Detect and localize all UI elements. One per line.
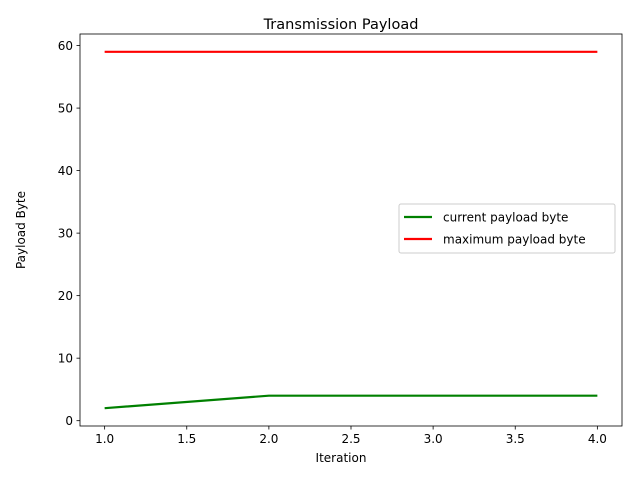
y-tick-label: 20 bbox=[58, 289, 73, 303]
legend-box bbox=[398, 203, 616, 254]
y-axis-ticks: 0 10 20 30 40 50 60 bbox=[58, 39, 80, 428]
y-tick-label: 30 bbox=[58, 226, 73, 240]
x-tick-label: 1.0 bbox=[95, 432, 114, 446]
x-tick-label: 2.0 bbox=[259, 432, 278, 446]
x-axis-ticks: 1.0 1.5 2.0 2.5 3.0 3.5 4.0 bbox=[95, 426, 607, 446]
y-axis-label: Payload Byte bbox=[14, 191, 28, 269]
x-tick-label: 1.5 bbox=[177, 432, 196, 446]
legend: current payload byte maximum payload byt… bbox=[398, 203, 616, 254]
y-tick-label: 0 bbox=[65, 414, 73, 428]
legend-label-maximum-payload-byte: maximum payload byte bbox=[443, 233, 586, 247]
x-tick-label: 3.0 bbox=[424, 432, 443, 446]
chart-title: Transmission Payload bbox=[263, 17, 419, 33]
y-tick-label: 50 bbox=[58, 101, 73, 115]
x-tick-label: 3.5 bbox=[506, 432, 525, 446]
legend-label-current-payload-byte: current payload byte bbox=[443, 211, 568, 225]
series-line-current-payload-byte bbox=[104, 394, 598, 410]
y-tick-label: 60 bbox=[58, 39, 73, 53]
x-axis-label: Iteration bbox=[316, 451, 367, 465]
y-tick-label: 40 bbox=[58, 164, 73, 178]
x-tick-label: 4.0 bbox=[588, 432, 607, 446]
x-tick-label: 2.5 bbox=[341, 432, 360, 446]
plot-area-frame bbox=[79, 33, 623, 427]
series-lines bbox=[104, 50, 598, 410]
y-tick-label: 10 bbox=[58, 351, 73, 365]
